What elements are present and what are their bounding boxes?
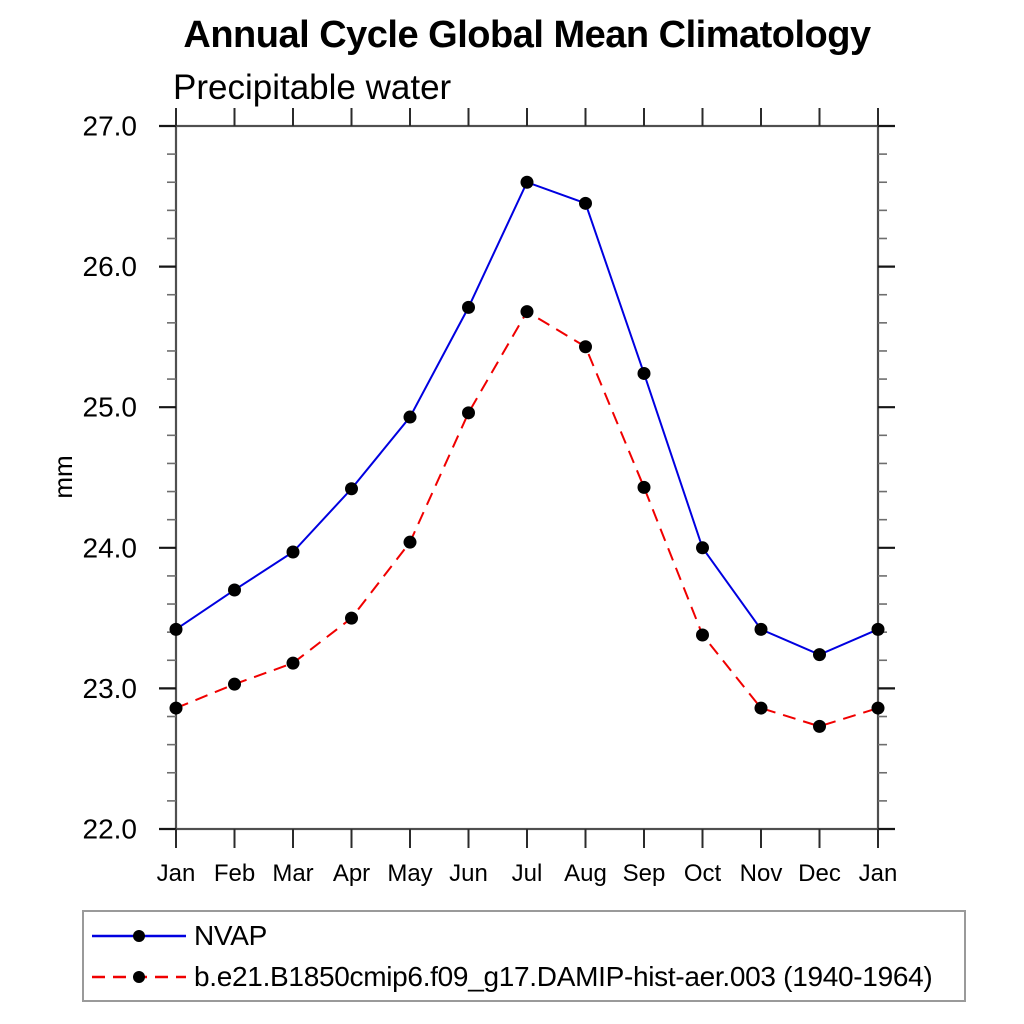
data-point-marker xyxy=(520,305,534,319)
data-point-marker xyxy=(813,719,826,733)
data-point-marker xyxy=(579,196,592,210)
series-line-1 xyxy=(175,310,879,728)
legend-line-sample-solid xyxy=(92,929,186,942)
chart-subtitle: Precipitable water xyxy=(173,68,452,107)
y-tick-label: 24.0 xyxy=(83,532,138,563)
legend-label-nvap: NVAP xyxy=(194,919,267,951)
data-point-marker xyxy=(286,545,300,559)
legend-entry-model: b.e21.B1850cmip6.f09_g17.DAMIP-hist-aer.… xyxy=(89,956,964,997)
data-point-marker xyxy=(462,406,475,420)
data-point-marker xyxy=(579,340,592,354)
legend-entry-nvap: NVAP xyxy=(89,915,964,956)
y-tick-label: 27.0 xyxy=(83,111,138,142)
data-point-marker xyxy=(696,628,709,642)
axis-frame xyxy=(174,124,880,831)
x-tick-label: Jan xyxy=(157,860,196,887)
legend-line-sample-dashed xyxy=(92,970,186,983)
x-tick-label: Jun xyxy=(449,860,488,887)
data-point-marker xyxy=(462,300,475,314)
data-point-marker xyxy=(228,583,241,597)
data-point-marker xyxy=(169,701,183,715)
x-tick-label: Aug xyxy=(564,860,607,887)
data-point-marker xyxy=(345,482,358,496)
y-tick-label: 23.0 xyxy=(83,673,138,704)
data-point-marker xyxy=(403,535,417,549)
data-point-marker xyxy=(345,611,358,625)
data-point-marker xyxy=(637,366,651,380)
data-point-marker xyxy=(754,701,768,715)
data-point-marker xyxy=(286,656,300,670)
data-point-marker xyxy=(754,622,768,636)
x-tick-label: Oct xyxy=(684,860,722,887)
legend-box: NVAP b.e21.B1850cmip6.f09_g17.DAMIP-hist… xyxy=(82,910,966,1002)
data-point-marker xyxy=(871,622,885,636)
x-tick-label: Jan xyxy=(859,860,898,887)
data-point-marker xyxy=(637,480,651,494)
data-point-marker xyxy=(169,622,183,636)
chart-title: Annual Cycle Global Mean Climatology xyxy=(183,14,871,56)
y-tick-label: 22.0 xyxy=(83,814,138,845)
x-tick-label: May xyxy=(387,860,432,887)
x-tick-label: Nov xyxy=(740,860,783,887)
data-point-marker xyxy=(696,541,709,555)
y-tick-label: 26.0 xyxy=(83,251,138,282)
data-point-marker xyxy=(520,175,534,189)
x-tick-label: Jul xyxy=(512,860,543,887)
series-line-0 xyxy=(175,180,879,656)
data-point-marker xyxy=(403,410,417,424)
x-tick-label: Mar xyxy=(272,860,313,887)
data-point-marker xyxy=(871,701,885,715)
data-point-marker xyxy=(813,648,826,662)
x-tick-label: Feb xyxy=(214,860,255,887)
x-tick-label: Sep xyxy=(623,860,666,887)
x-tick-label: Apr xyxy=(333,860,370,887)
data-point-marker xyxy=(228,677,241,691)
legend-label-model: b.e21.B1850cmip6.f09_g17.DAMIP-hist-aer.… xyxy=(194,960,933,992)
y-tick-label: 25.0 xyxy=(83,392,138,423)
x-tick-label: Dec xyxy=(798,860,841,887)
